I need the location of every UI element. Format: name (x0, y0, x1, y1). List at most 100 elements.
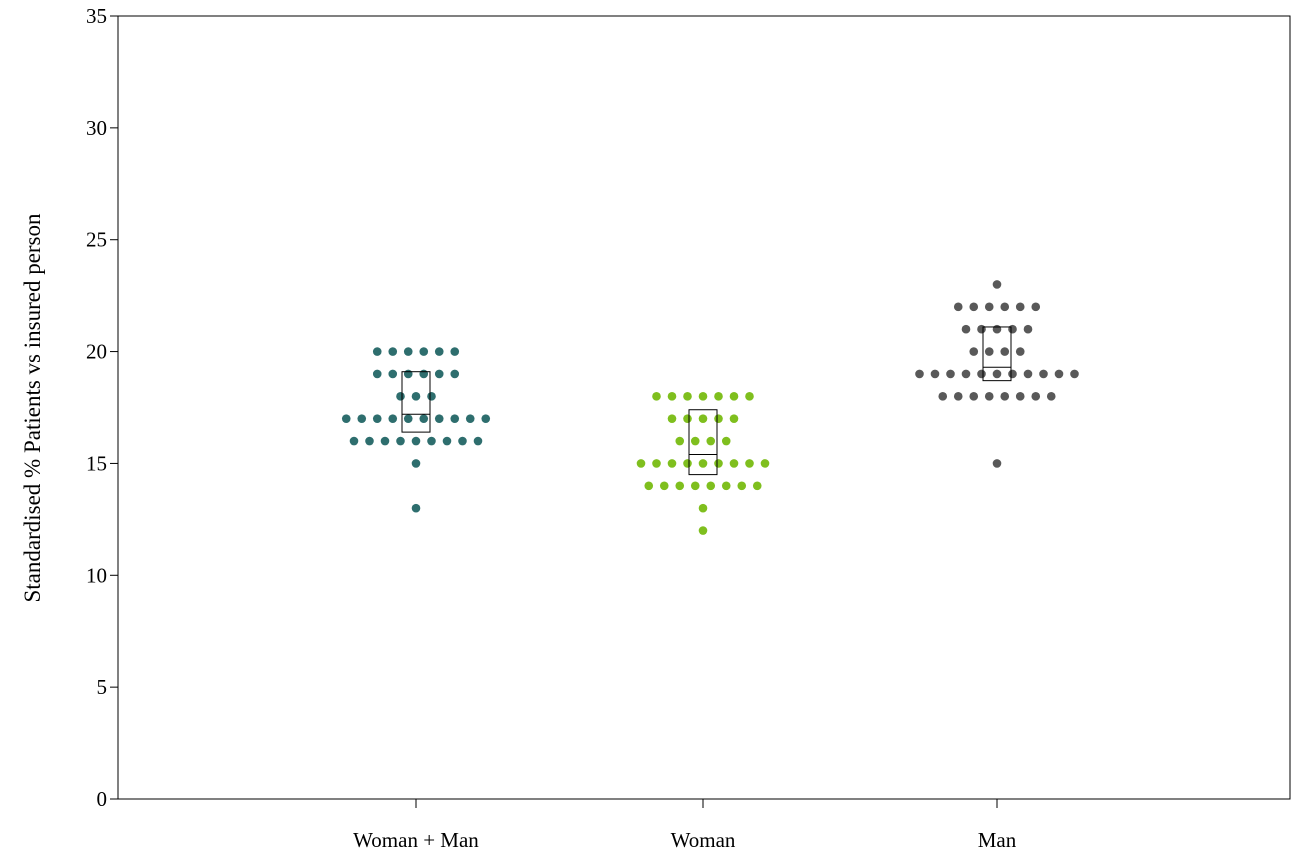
data-point (683, 414, 692, 423)
data-point (427, 392, 436, 401)
data-point (729, 459, 739, 468)
data-marks (341, 280, 1079, 535)
y-tick-label: 30 (86, 116, 107, 140)
data-point (752, 481, 762, 491)
iqr-box (401, 371, 431, 433)
data-point (706, 436, 716, 446)
series-woman (636, 392, 770, 535)
data-point (411, 503, 421, 513)
data-point (992, 459, 1002, 468)
data-point (349, 436, 359, 446)
data-point (357, 414, 367, 423)
axes (117, 15, 1291, 800)
y-tick-label: 25 (86, 228, 107, 252)
data-point (396, 436, 405, 446)
data-point (388, 369, 398, 379)
data-point (411, 392, 421, 401)
data-point (473, 436, 483, 446)
data-point (403, 414, 413, 423)
data-point (984, 392, 994, 401)
y-tick-label: 5 (97, 675, 108, 699)
series-man (915, 280, 1079, 468)
data-point (992, 369, 1002, 379)
data-point (714, 414, 723, 423)
iqr-box (982, 326, 1012, 382)
data-point (419, 414, 429, 423)
data-point (1046, 392, 1056, 401)
data-point (1015, 392, 1025, 401)
data-point (969, 392, 979, 401)
data-point (698, 459, 708, 468)
data-point (745, 392, 754, 401)
data-point (977, 324, 986, 334)
data-point (984, 302, 994, 312)
data-point (984, 347, 994, 356)
data-point (698, 503, 708, 513)
y-tick-label: 15 (86, 451, 107, 475)
data-point (434, 347, 444, 356)
y-axis-title: Standardised % Patients vs insured perso… (20, 213, 45, 603)
data-point (403, 347, 413, 356)
data-point (961, 369, 971, 379)
data-point (992, 324, 1002, 334)
data-point (450, 414, 460, 423)
x-category-label: Woman (671, 828, 736, 852)
y-tick-label: 10 (86, 563, 107, 587)
data-point (434, 369, 444, 379)
data-point (915, 369, 924, 379)
data-point (729, 414, 739, 423)
data-point (729, 392, 739, 401)
data-point (953, 302, 963, 312)
data-point (698, 392, 708, 401)
plot-frame (117, 15, 1291, 800)
data-point (659, 481, 669, 491)
data-point (667, 459, 677, 468)
data-point (419, 347, 429, 356)
data-point (1008, 369, 1017, 379)
data-point (946, 369, 955, 379)
data-point (969, 347, 979, 356)
data-point (372, 347, 382, 356)
data-point (698, 414, 708, 423)
data-point (442, 436, 452, 446)
data-point (388, 414, 398, 423)
data-point (652, 459, 661, 468)
data-point (683, 459, 692, 468)
data-point (721, 481, 731, 491)
x-axis-categories: Woman + Man Woman Man (353, 799, 1017, 852)
data-point (992, 280, 1002, 289)
data-point (1039, 369, 1048, 379)
data-point (434, 414, 444, 423)
data-point (372, 369, 382, 379)
data-point (683, 392, 692, 401)
data-point (458, 436, 467, 446)
data-point (450, 347, 460, 356)
data-point (690, 481, 700, 491)
data-point (1015, 347, 1025, 356)
data-point (403, 369, 413, 379)
data-point (953, 392, 963, 401)
data-point (372, 414, 382, 423)
data-point (675, 481, 685, 491)
data-point (1023, 369, 1033, 379)
data-point (636, 459, 646, 468)
data-point (706, 481, 716, 491)
x-category-label: Man (978, 828, 1017, 852)
series-woman-man (341, 347, 491, 513)
data-point (481, 414, 491, 423)
data-point (938, 392, 948, 401)
iqr-box (688, 409, 718, 476)
data-point (1070, 369, 1079, 379)
data-point (388, 347, 398, 356)
data-point (1031, 302, 1041, 312)
data-point (1054, 369, 1064, 379)
data-point (961, 324, 971, 334)
data-point (930, 369, 940, 379)
data-point (365, 436, 374, 446)
data-point (1031, 392, 1041, 401)
data-point (714, 392, 723, 401)
data-point (1000, 392, 1010, 401)
data-point (760, 459, 770, 468)
data-point (698, 526, 708, 535)
